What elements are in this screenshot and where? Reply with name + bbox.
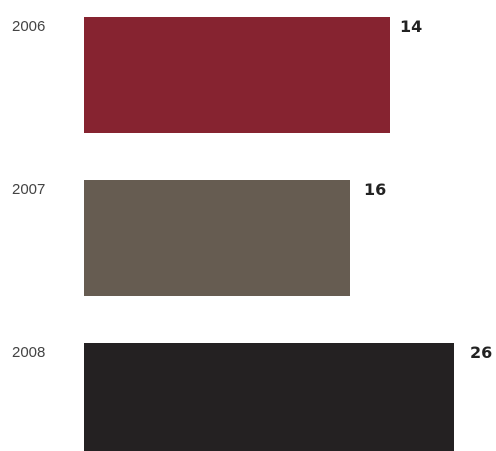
value-label-2006: 14: [400, 17, 422, 36]
bar-2007: [84, 180, 350, 296]
value-label-2008: 26: [470, 343, 492, 362]
bar-2006: [84, 17, 390, 133]
bars-layer: 2006 14 2007 16 2008 26: [12, 17, 492, 451]
bar-2008: [84, 343, 454, 451]
value-label-2007: 16: [364, 180, 386, 199]
category-label-2006: 2006: [12, 18, 45, 35]
category-label-2008: 2008: [12, 344, 45, 361]
category-label-2007: 2007: [12, 181, 45, 198]
